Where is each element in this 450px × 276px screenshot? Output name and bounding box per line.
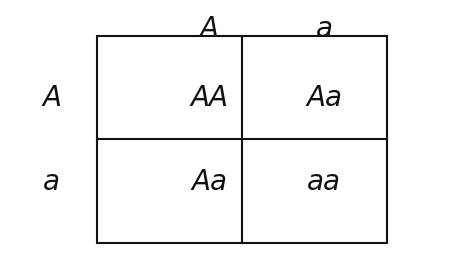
Text: AA: AA [190,84,228,112]
Text: a: a [43,168,60,196]
Text: aa: aa [307,168,341,196]
Text: A: A [42,84,61,112]
Text: Aa: Aa [306,84,342,112]
Bar [97,36,387,243]
Text: A: A [200,15,219,43]
Text: Aa: Aa [191,168,227,196]
Text: a: a [315,15,333,43]
